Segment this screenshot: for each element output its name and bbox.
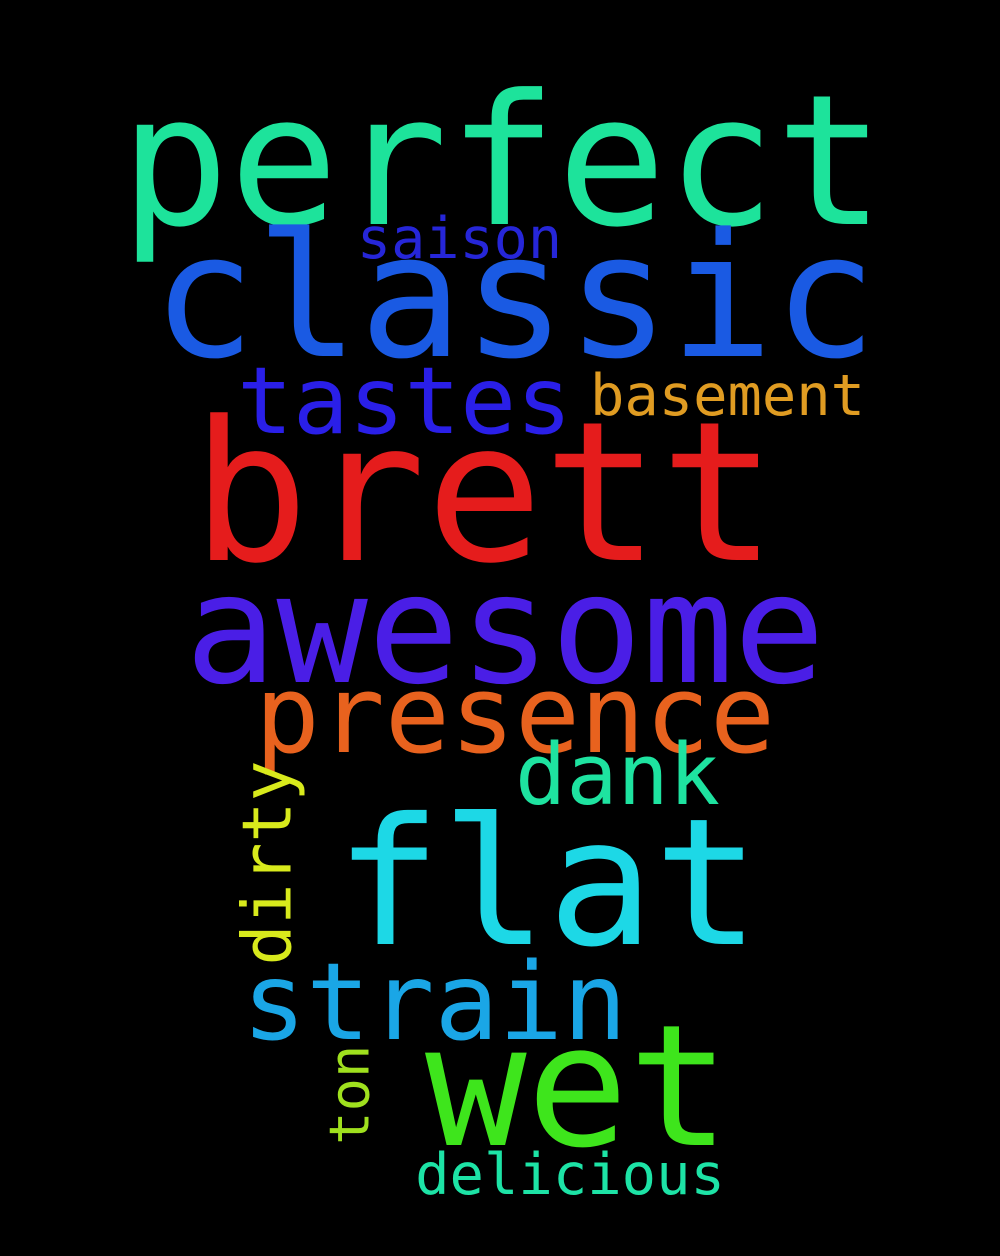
word-perfect: perfect [120, 56, 885, 268]
word-strain: strain [242, 940, 628, 1065]
word-presence: presence [254, 652, 776, 778]
word-ton: ton [318, 1044, 383, 1146]
word-saison: saison [356, 205, 563, 272]
word-wet: wet [425, 988, 731, 1185]
word-tastes: tastes [237, 346, 572, 455]
word-basement: basement [590, 362, 865, 429]
word-brett: brett [191, 379, 778, 606]
word-awesome: awesome [185, 540, 826, 718]
word-delicious: delicious [415, 1142, 725, 1209]
word-flat: flat [335, 779, 761, 986]
word-classic: classic [152, 196, 877, 397]
word-dirty: dirty [227, 760, 307, 966]
word-dank: dank [515, 725, 720, 825]
